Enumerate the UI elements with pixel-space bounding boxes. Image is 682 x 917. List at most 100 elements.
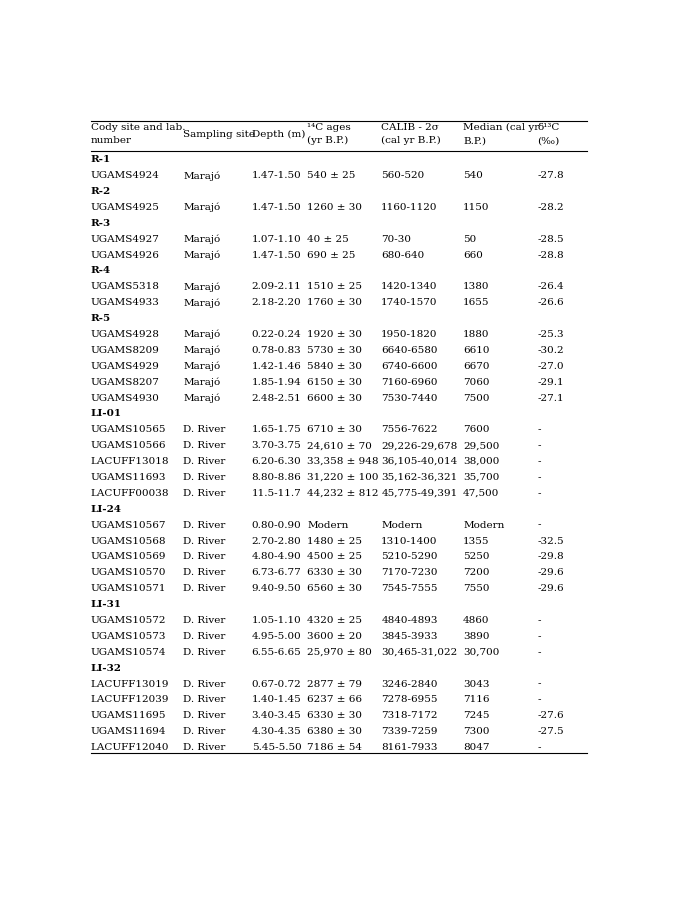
Text: -29.6: -29.6	[537, 569, 564, 578]
Text: 4.30-4.35: 4.30-4.35	[252, 727, 301, 736]
Text: D. River: D. River	[183, 536, 226, 546]
Text: -: -	[537, 473, 541, 482]
Text: 3600 ± 20: 3600 ± 20	[307, 632, 362, 641]
Text: D. River: D. River	[183, 584, 226, 593]
Text: 660: 660	[463, 250, 483, 260]
Text: UGAMS10566: UGAMS10566	[91, 441, 166, 450]
Text: UGAMS4928: UGAMS4928	[91, 330, 160, 339]
Text: 1.07-1.10: 1.07-1.10	[252, 235, 301, 244]
Text: Marajó: Marajó	[183, 203, 220, 213]
Text: 11.5-11.7: 11.5-11.7	[252, 489, 301, 498]
Text: 2877 ± 79: 2877 ± 79	[307, 679, 362, 689]
Text: 7339-7259: 7339-7259	[381, 727, 438, 736]
Text: R-3: R-3	[91, 219, 110, 227]
Text: D. River: D. River	[183, 743, 226, 752]
Text: 7318-7172: 7318-7172	[381, 712, 438, 720]
Text: 3890: 3890	[463, 632, 490, 641]
Text: Marajó: Marajó	[183, 393, 220, 403]
Text: 70-30: 70-30	[381, 235, 411, 244]
Text: -25.3: -25.3	[537, 330, 564, 339]
Text: 1740-1570: 1740-1570	[381, 298, 438, 307]
Text: 31,220 ± 100: 31,220 ± 100	[307, 473, 379, 482]
Text: 1880: 1880	[463, 330, 490, 339]
Text: UGAMS8209: UGAMS8209	[91, 346, 160, 355]
Text: 2.18-2.20: 2.18-2.20	[252, 298, 301, 307]
Text: 1.65-1.75: 1.65-1.75	[252, 425, 301, 435]
Text: 6.20-6.30: 6.20-6.30	[252, 457, 301, 466]
Text: UGAMS10569: UGAMS10569	[91, 552, 166, 561]
Text: 1.05-1.10: 1.05-1.10	[252, 616, 301, 625]
Text: 4.80-4.90: 4.80-4.90	[252, 552, 301, 561]
Text: -: -	[537, 647, 541, 657]
Text: Marajó: Marajó	[183, 378, 220, 387]
Text: -32.5: -32.5	[537, 536, 564, 546]
Text: UGAMS11693: UGAMS11693	[91, 473, 166, 482]
Text: 50: 50	[463, 235, 477, 244]
Text: Marajó: Marajó	[183, 330, 220, 339]
Text: D. River: D. River	[183, 521, 226, 530]
Text: 1310-1400: 1310-1400	[381, 536, 438, 546]
Text: LACUFF13018: LACUFF13018	[91, 457, 169, 466]
Text: UGAMS10567: UGAMS10567	[91, 521, 166, 530]
Text: UGAMS10571: UGAMS10571	[91, 584, 166, 593]
Text: 6.73-6.77: 6.73-6.77	[252, 569, 301, 578]
Text: 3043: 3043	[463, 679, 490, 689]
Text: UGAMS4926: UGAMS4926	[91, 250, 160, 260]
Text: 8161-7933: 8161-7933	[381, 743, 438, 752]
Text: -: -	[537, 679, 541, 689]
Text: D. River: D. River	[183, 489, 226, 498]
Text: 45,775-49,391: 45,775-49,391	[381, 489, 458, 498]
Text: -: -	[537, 441, 541, 450]
Text: -: -	[537, 743, 541, 752]
Text: 680-640: 680-640	[381, 250, 424, 260]
Text: (‰): (‰)	[537, 136, 559, 145]
Text: D. River: D. River	[183, 441, 226, 450]
Text: -28.8: -28.8	[537, 250, 564, 260]
Text: 1950-1820: 1950-1820	[381, 330, 438, 339]
Text: UGAMS4933: UGAMS4933	[91, 298, 160, 307]
Text: D. River: D. River	[183, 679, 226, 689]
Text: D. River: D. River	[183, 616, 226, 625]
Text: D. River: D. River	[183, 647, 226, 657]
Text: Marajó: Marajó	[183, 298, 220, 308]
Text: -27.8: -27.8	[537, 171, 564, 180]
Text: UGAMS11694: UGAMS11694	[91, 727, 166, 736]
Text: D. River: D. River	[183, 569, 226, 578]
Text: D. River: D. River	[183, 712, 226, 720]
Text: CALIB - 2σ: CALIB - 2σ	[381, 123, 439, 132]
Text: UGAMS8207: UGAMS8207	[91, 378, 160, 387]
Text: -: -	[537, 632, 541, 641]
Text: Modern: Modern	[307, 521, 349, 530]
Text: 29,500: 29,500	[463, 441, 499, 450]
Text: UGAMS10565: UGAMS10565	[91, 425, 166, 435]
Text: 3845-3933: 3845-3933	[381, 632, 438, 641]
Text: 30,700: 30,700	[463, 647, 499, 657]
Text: 0.78-0.83: 0.78-0.83	[252, 346, 301, 355]
Text: 5730 ± 30: 5730 ± 30	[307, 346, 362, 355]
Text: 1.47-1.50: 1.47-1.50	[252, 203, 301, 212]
Text: -: -	[537, 521, 541, 530]
Text: 7600: 7600	[463, 425, 490, 435]
Text: -27.1: -27.1	[537, 393, 564, 403]
Text: 540: 540	[463, 171, 483, 180]
Text: -26.4: -26.4	[537, 282, 564, 292]
Text: 7550: 7550	[463, 584, 490, 593]
Text: 7545-7555: 7545-7555	[381, 584, 438, 593]
Text: D. River: D. River	[183, 457, 226, 466]
Text: D. River: D. River	[183, 695, 226, 704]
Text: UGAMS4930: UGAMS4930	[91, 393, 160, 403]
Text: UGAMS10574: UGAMS10574	[91, 647, 166, 657]
Text: UGAMS11695: UGAMS11695	[91, 712, 166, 720]
Text: Marajó: Marajó	[183, 346, 220, 356]
Text: 3246-2840: 3246-2840	[381, 679, 438, 689]
Text: 7278-6955: 7278-6955	[381, 695, 438, 704]
Text: 7060: 7060	[463, 378, 490, 387]
Text: 1355: 1355	[463, 536, 490, 546]
Text: -29.6: -29.6	[537, 584, 564, 593]
Text: 8.80-8.86: 8.80-8.86	[252, 473, 301, 482]
Text: UGAMS4925: UGAMS4925	[91, 203, 160, 212]
Text: -: -	[537, 616, 541, 625]
Text: Sampling site: Sampling site	[183, 130, 255, 138]
Text: 2.70-2.80: 2.70-2.80	[252, 536, 301, 546]
Text: 4860: 4860	[463, 616, 490, 625]
